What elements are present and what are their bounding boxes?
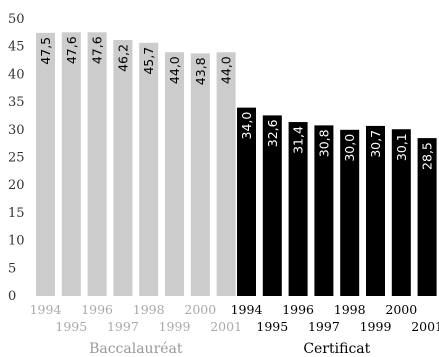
value-labels: 47,5 47,6 47,6 46,2 45,7 44,0 43,8 44,0 34,0 32,6… <box>38 36 435 170</box>
bar <box>190 53 210 297</box>
data-label: 30,1 <box>394 133 409 161</box>
data-label: 47,6 <box>64 36 79 64</box>
x-tick-label: 1998 <box>334 302 366 317</box>
y-tick-label: 5 <box>8 261 16 276</box>
x-tick-label: 2001 <box>210 319 242 334</box>
group-labels: Baccalauréat Certificat <box>89 341 371 357</box>
data-label: 44,0 <box>219 56 234 84</box>
bar <box>391 129 411 296</box>
x-tick-label: 1996 <box>81 302 113 317</box>
x-tick-label: 1994 <box>30 302 62 317</box>
data-label: 30,7 <box>368 130 383 158</box>
data-label: 47,5 <box>38 37 53 65</box>
x-tick-label: 1995 <box>55 319 87 334</box>
bar <box>139 42 159 297</box>
y-tick-label: 40 <box>8 67 25 82</box>
data-label: 47,6 <box>90 36 105 64</box>
data-label: 28,5 <box>420 142 435 170</box>
bar <box>165 52 184 296</box>
y-tick-label: 35 <box>8 95 25 110</box>
data-label: 30,0 <box>342 134 357 162</box>
y-axis: 0 5 10 15 20 25 30 35 40 45 50 <box>8 12 25 304</box>
bar <box>288 122 308 296</box>
y-tick-label: 30 <box>8 123 25 138</box>
series-label: Certificat <box>303 341 370 357</box>
y-tick-label: 45 <box>8 40 25 55</box>
data-label: 31,4 <box>291 126 306 154</box>
data-label: 30,8 <box>316 129 331 157</box>
x-tick-label: 1999 <box>360 319 392 334</box>
data-label: 46,2 <box>115 44 130 72</box>
y-tick-label: 20 <box>8 178 25 193</box>
bar <box>366 125 385 296</box>
x-tick-label: 2000 <box>385 302 417 317</box>
x-tick-label: 1995 <box>256 319 288 334</box>
y-tick-label: 25 <box>8 151 25 166</box>
data-label: 45,7 <box>141 47 156 75</box>
x-tick-label: 1997 <box>308 319 340 334</box>
x-tick-label: 1998 <box>133 302 165 317</box>
y-tick-label: 15 <box>8 206 25 221</box>
x-tick-label: 1996 <box>282 302 314 317</box>
data-label: 32,6 <box>265 119 280 147</box>
bars <box>36 32 437 297</box>
bar <box>36 32 55 296</box>
bar <box>340 129 360 296</box>
bar <box>87 32 107 297</box>
bar <box>237 107 256 296</box>
x-tick-label: 2000 <box>184 302 216 317</box>
x-axis: 1994 1995 1996 1997 1998 1999 2000 2001 1994 1995… <box>30 302 439 334</box>
x-tick-label: 1994 <box>231 302 263 317</box>
bar <box>113 40 133 296</box>
series-label: Baccalauréat <box>89 341 183 357</box>
y-tick-label: 50 <box>8 12 25 27</box>
data-label: 34,0 <box>239 112 254 140</box>
x-tick-label: 1997 <box>107 319 139 334</box>
bar <box>216 52 236 296</box>
x-tick-label: 1999 <box>159 319 191 334</box>
y-tick-label: 10 <box>8 234 25 249</box>
bar <box>262 115 282 296</box>
bar <box>417 138 437 296</box>
bar <box>314 125 334 296</box>
x-tick-label: 2001 <box>411 319 439 334</box>
y-tick-label: 0 <box>8 289 16 304</box>
bar <box>61 32 81 297</box>
data-label: 43,8 <box>193 57 208 85</box>
data-label: 44,0 <box>167 56 182 84</box>
